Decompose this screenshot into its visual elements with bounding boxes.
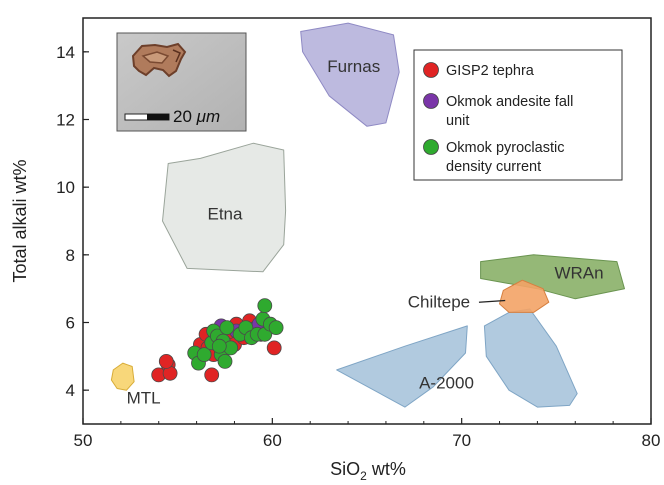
y-tick-label: 10 bbox=[56, 178, 75, 197]
x-tick-label: 70 bbox=[452, 431, 471, 450]
annotation-leader-chiltepe bbox=[478, 299, 506, 303]
annotation-a-2000: A-2000 bbox=[419, 373, 474, 392]
region-label-furnas: Furnas bbox=[327, 57, 380, 76]
point-gisp2-tephra bbox=[158, 353, 174, 369]
x-axis-title: SiO2 wt% bbox=[330, 459, 406, 483]
point-okmok-pyroclastic-density-current bbox=[211, 338, 227, 354]
point-okmok-pyroclastic-density-current bbox=[219, 320, 235, 336]
legend-marker-gisp2 bbox=[423, 62, 439, 78]
annotation-chiltepe: Chiltepe bbox=[408, 292, 470, 311]
reference-fields bbox=[110, 22, 625, 408]
scale-bar-label: 20 μm bbox=[173, 107, 220, 126]
shard-image bbox=[131, 42, 187, 78]
scale-bar bbox=[124, 113, 170, 121]
region-mtl bbox=[110, 362, 135, 391]
legend-label-okmok-andesite: Okmok andesite fall unit bbox=[446, 94, 573, 129]
region-etna bbox=[162, 142, 287, 273]
legend-label-okmok-pdc: Okmok pyroclastic density current bbox=[446, 140, 564, 175]
point-okmok-pyroclastic-density-current bbox=[257, 298, 273, 314]
legend-box bbox=[413, 49, 623, 181]
y-axis-title: Total alkali wt% bbox=[10, 159, 30, 282]
x-tick-label: 50 bbox=[74, 431, 93, 450]
y-tick-label: 4 bbox=[66, 381, 75, 400]
region-wran bbox=[480, 254, 625, 300]
region-a-2000-left-lobe bbox=[336, 325, 468, 408]
tephra-shard-photo: 20 μm bbox=[116, 32, 247, 132]
data-points bbox=[151, 298, 284, 383]
point-okmok-pyroclastic-density-current bbox=[196, 347, 212, 363]
legend-marker-okmok-pdc bbox=[423, 139, 439, 155]
point-okmok-pyroclastic-density-current bbox=[217, 353, 233, 369]
y-tick-label: 12 bbox=[56, 111, 75, 130]
legend-marker-okmok-andesite bbox=[423, 93, 439, 109]
legend: GISP2 tephra Okmok andesite fall unit Okm… bbox=[413, 49, 623, 181]
region-chiltepe bbox=[499, 279, 550, 313]
x-tick-label: 80 bbox=[642, 431, 661, 450]
region-label-wran: WRAn bbox=[554, 264, 603, 283]
y-tick-label: 14 bbox=[56, 43, 75, 62]
y-tick-label: 8 bbox=[66, 246, 75, 265]
axis-ticks: 50 60 70 80 4 6 8 10 12 14 bbox=[56, 43, 660, 450]
point-gisp2-tephra bbox=[266, 340, 282, 356]
legend-label-gisp2: GISP2 tephra bbox=[446, 63, 535, 79]
x-tick-label: 60 bbox=[263, 431, 282, 450]
plot-frame bbox=[82, 17, 652, 425]
y-tick-label: 6 bbox=[66, 314, 75, 333]
region-a-2000-right-lobe bbox=[483, 308, 578, 408]
region-furnas bbox=[300, 22, 400, 127]
region-labels: Furnas Etna WRAn A-2000 MTL Chiltepe bbox=[127, 57, 604, 408]
annotation-mtl: MTL bbox=[127, 389, 161, 408]
point-okmok-pyroclastic-density-current bbox=[268, 320, 284, 336]
point-gisp2-tephra bbox=[204, 367, 220, 383]
region-label-etna: Etna bbox=[208, 204, 244, 223]
